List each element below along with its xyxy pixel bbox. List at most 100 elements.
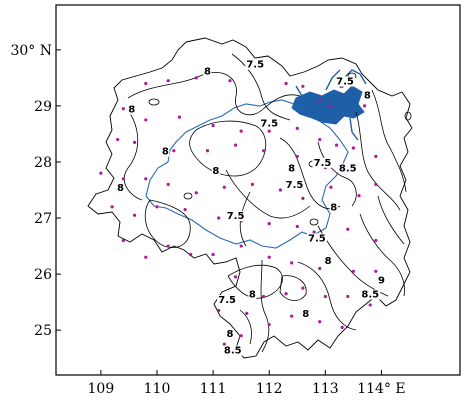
station-point: [318, 266, 322, 271]
contour-label-bg: [116, 183, 125, 193]
x-tick-label: 113: [312, 381, 339, 397]
station-point: [233, 143, 238, 147]
station-point: [312, 230, 316, 234]
contour-label-bg: [324, 255, 333, 266]
station-point: [374, 182, 378, 186]
contour-label: 8: [212, 166, 219, 177]
station-point: [144, 118, 148, 122]
station-point: [329, 185, 333, 189]
y-tick-label: 25: [34, 323, 52, 339]
station-point: [295, 154, 299, 158]
station-point: [267, 255, 271, 259]
contour-lines: [123, 53, 407, 353]
station-point: [346, 227, 350, 231]
x-tick-label: 114° E: [357, 381, 405, 397]
station-point: [239, 129, 243, 133]
x-tick-label: 111: [200, 381, 227, 397]
province-boundary: [87, 37, 413, 359]
y-tick-label: 28: [34, 155, 52, 171]
station-point: [239, 244, 243, 248]
station-point: [194, 191, 198, 195]
contour-labels: 8 7.5 8 7.5 7.5 8 8 8 8 7.5 7.5 8.5 8 7.5 8 7.5 8 9 8.5 8 7.…: [116, 60, 386, 357]
contour-label: 8: [226, 329, 233, 340]
station-point: [177, 115, 182, 119]
station-point: [267, 222, 271, 226]
y-tick-label: 27: [34, 211, 52, 227]
station-point: [166, 244, 170, 248]
contour-label: 8: [288, 163, 295, 174]
station-point: [357, 194, 361, 198]
station-point: [334, 143, 339, 147]
station-point: [351, 146, 355, 150]
contour-label-bg: [225, 211, 246, 222]
station-point: [189, 252, 193, 257]
station-point: [262, 294, 266, 299]
contour-label-bg: [312, 157, 333, 168]
station-point: [290, 261, 294, 265]
x-tick-label: 109: [88, 381, 115, 397]
contour-label: 8: [364, 91, 371, 102]
contour-label-bg: [329, 202, 338, 213]
station-point: [301, 196, 305, 201]
station-point: [295, 126, 299, 130]
lake-channel: [295, 69, 367, 141]
station-point: [323, 294, 327, 299]
station-point: [183, 208, 187, 212]
y-tick-label: 29: [34, 99, 52, 115]
station-point: [363, 104, 367, 108]
contour-label: 8: [325, 256, 332, 267]
contour-label: 7.5: [308, 233, 326, 244]
contour-label-bg: [225, 328, 234, 339]
contour-label-bg: [284, 180, 305, 191]
station-point: [329, 104, 333, 108]
station-point: [318, 137, 322, 142]
station-point: [346, 294, 350, 299]
station-point: [267, 322, 271, 327]
station-point: [132, 140, 137, 144]
contour-label-bg: [301, 309, 310, 320]
station-point: [250, 182, 254, 186]
station-point: [278, 188, 283, 192]
contour-label: 8.5: [339, 163, 357, 174]
station-point: [110, 205, 114, 209]
contour-label: 7.5: [260, 119, 278, 130]
station-point: [217, 216, 221, 220]
station-point: [211, 252, 215, 257]
lake: [291, 85, 365, 125]
contour-label: 7.5: [314, 158, 332, 169]
station-point: [132, 213, 137, 217]
contour-label-bg: [203, 66, 212, 77]
axis-ticks: 30° N 29 28 27 26 25 109 110 111 112 113 114° E: [10, 43, 405, 397]
station-point: [318, 320, 322, 324]
station-point: [233, 275, 238, 279]
station-point: [166, 79, 170, 83]
station-point: [116, 137, 120, 142]
y-tick-label: 30° N: [10, 43, 52, 59]
contour-label-bg: [334, 76, 355, 87]
station-point: [290, 314, 294, 318]
station-point: [301, 84, 305, 88]
station-point: [368, 303, 372, 307]
station-point: [99, 171, 103, 175]
contour-label: 7.5: [246, 60, 264, 71]
station-point: [211, 123, 215, 128]
contour-label: 8: [117, 183, 124, 194]
station-point: [121, 107, 125, 111]
contour-label-bg: [222, 345, 243, 356]
station-point: [144, 81, 148, 86]
station-point: [284, 292, 288, 296]
station-point: [166, 182, 170, 186]
station-point: [217, 308, 221, 313]
river: [145, 99, 349, 249]
station-point: [318, 98, 322, 102]
station-point: [205, 149, 210, 153]
station-point: [374, 269, 378, 273]
x-tick-label: 112: [256, 381, 283, 397]
y-tick-label: 26: [34, 267, 52, 283]
station-point: [222, 342, 226, 346]
contour-label-bg: [337, 163, 358, 174]
station-point: [374, 154, 378, 158]
contour-label-bg: [287, 163, 296, 174]
